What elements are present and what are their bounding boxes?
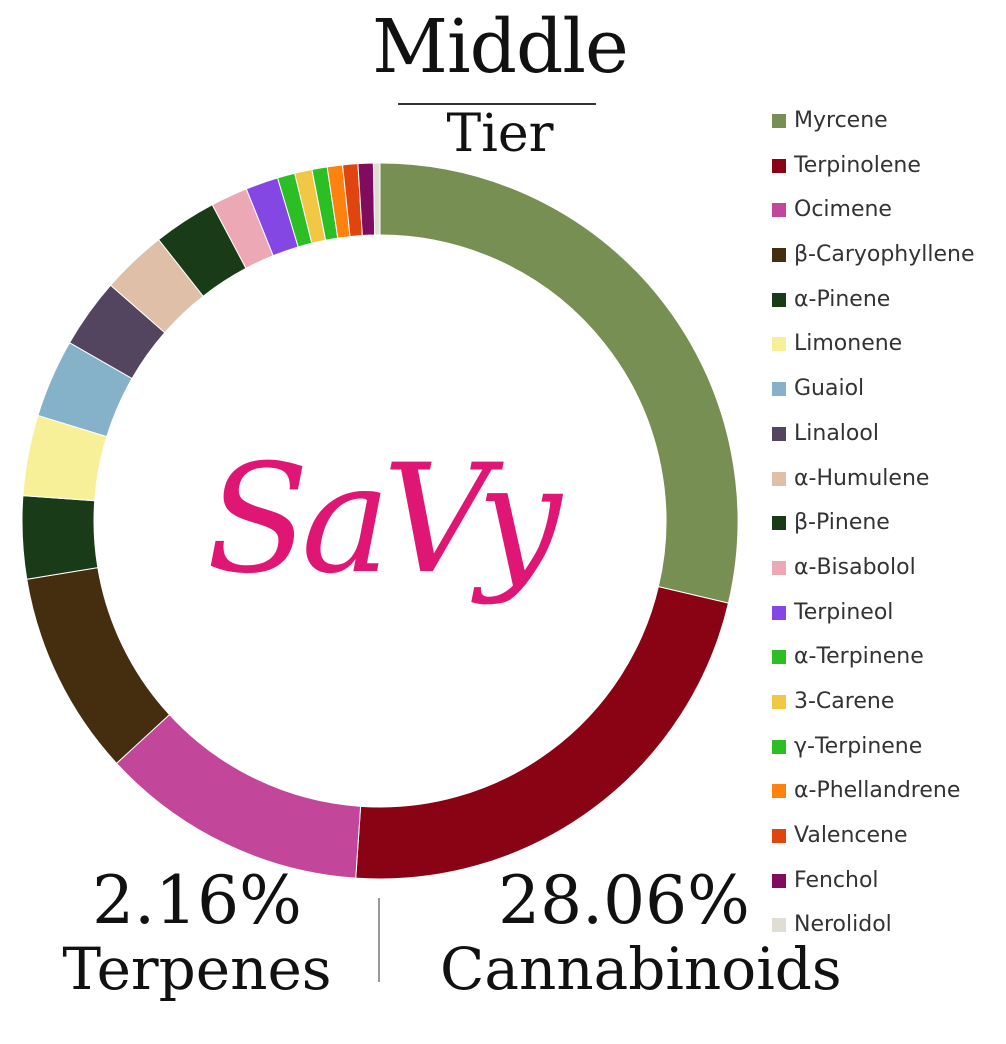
slice-nerolidol xyxy=(372,162,381,236)
legend-label: Terpinolene xyxy=(794,152,921,178)
legend-label: β-Caryophyllene xyxy=(794,242,975,268)
title-divider xyxy=(398,103,596,105)
legend-label: Nerolidol xyxy=(794,912,892,938)
legend-swatch xyxy=(772,784,786,799)
slice-ocimene xyxy=(115,713,362,879)
legend-label: α-Bisabolol xyxy=(794,554,916,580)
legend-item: α-Pinene xyxy=(772,283,1004,328)
legend-label: Fenchol xyxy=(794,867,879,893)
legend-item: α-Bisabolol xyxy=(772,551,1004,596)
legend-label: Valencene xyxy=(794,823,908,848)
legend-swatch xyxy=(772,337,786,352)
legend-swatch xyxy=(772,650,786,665)
legend-swatch xyxy=(772,605,786,620)
slice--pinene xyxy=(21,495,99,580)
legend-swatch xyxy=(772,292,786,307)
legend-item: Ocimene xyxy=(772,193,1004,238)
legend-swatch xyxy=(772,426,786,441)
legend-item: α-Humulene xyxy=(772,462,1004,507)
legend-swatch xyxy=(772,739,786,754)
legend-label: Terpineol xyxy=(794,599,894,625)
donut-slices xyxy=(21,162,739,880)
terpenes-value: 2.16% xyxy=(92,862,302,939)
legend-label: α-Phellandrene xyxy=(794,778,961,804)
legend-label: Myrcene xyxy=(794,108,888,133)
legend-item: Myrcene xyxy=(772,104,1004,149)
legend-label: α-Pinene xyxy=(794,286,891,312)
legend-swatch xyxy=(772,516,786,531)
legend-swatch xyxy=(772,560,786,575)
legend-item: Fenchol xyxy=(772,864,1004,909)
legend-item: α-Phellandrene xyxy=(772,774,1004,819)
brand-logo: SaVy xyxy=(206,433,561,607)
legend-swatch xyxy=(772,829,786,843)
chart-title: Middle xyxy=(372,4,629,90)
legend-label: Ocimene xyxy=(794,197,892,223)
chart-subtitle: Tier xyxy=(446,104,554,164)
legend-swatch xyxy=(772,918,786,933)
slice--caryophyllene xyxy=(26,566,171,765)
cannabinoids-label: Cannabinoids xyxy=(440,935,842,1003)
legend-item: β-Pinene xyxy=(772,506,1004,551)
legend-label: Guaiol xyxy=(794,376,865,402)
legend-label: β-Pinene xyxy=(794,510,890,536)
legend-swatch xyxy=(772,382,786,397)
cannabinoids-value: 28.06% xyxy=(498,862,750,939)
legend-item: Terpinolene xyxy=(772,149,1004,194)
legend-swatch xyxy=(772,471,786,486)
legend-label: α-Terpinene xyxy=(794,644,924,670)
legend-label: 3-Carene xyxy=(794,688,895,714)
terpenes-label: Terpenes xyxy=(62,935,332,1003)
legend-swatch xyxy=(772,158,786,173)
legend-item: Limonene xyxy=(772,327,1004,372)
legend-label: Linalool xyxy=(794,420,879,446)
legend-swatch xyxy=(772,114,786,128)
legend-item: α-Terpinene xyxy=(772,640,1004,685)
legend-swatch xyxy=(772,203,786,218)
legend-swatch xyxy=(772,694,786,709)
legend-item: Valencene xyxy=(772,819,1004,864)
stats-divider xyxy=(378,898,380,982)
legend: Myrcene Terpinolene Ocimene β-Caryophyllene… xyxy=(772,104,1004,953)
legend-label: α-Humulene xyxy=(794,465,930,491)
legend-item: Linalool xyxy=(772,417,1004,462)
legend-swatch xyxy=(772,248,786,263)
legend-swatch xyxy=(772,873,786,888)
legend-item: Guaiol xyxy=(772,372,1004,417)
legend-item: β-Caryophyllene xyxy=(772,238,1004,283)
legend-item: 3-Carene xyxy=(772,685,1004,730)
legend-label: γ-Terpinene xyxy=(794,733,923,759)
slice-myrcene xyxy=(379,162,739,604)
legend-item: γ-Terpinene xyxy=(772,730,1004,775)
legend-label: Limonene xyxy=(794,331,903,357)
legend-item: Nerolidol xyxy=(772,908,1004,953)
legend-item: Terpineol xyxy=(772,596,1004,641)
